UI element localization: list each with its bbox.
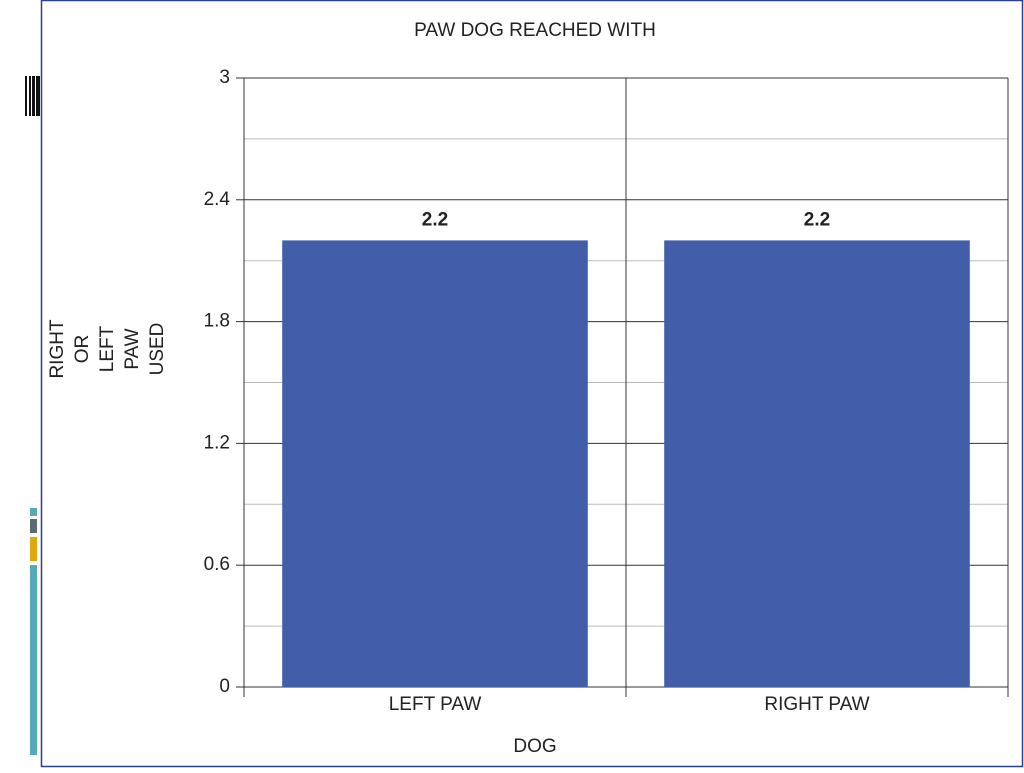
frame xyxy=(40,0,1024,768)
y-tick-label: 1.8 xyxy=(204,311,230,332)
side-decoration xyxy=(25,76,40,755)
chart-title: PAW DOG REACHED WITH xyxy=(414,20,656,41)
y-axis-label-line: RIGHT xyxy=(47,319,68,379)
x-axis-label: DOG xyxy=(513,736,556,757)
bar xyxy=(664,240,970,687)
y-axis-label: RIGHT OR LEFT PAW USED xyxy=(47,319,168,379)
y-tick-label: 3 xyxy=(219,67,230,88)
y-axis-label-line: LEFT xyxy=(97,325,118,372)
x-tick-label: LEFT PAW xyxy=(389,694,482,715)
y-axis-label-line: USED xyxy=(147,323,168,376)
y-tick-label: 2.4 xyxy=(204,189,231,210)
y-axis-label-line: PAW xyxy=(122,328,143,369)
y-axis-label-line: OR xyxy=(72,335,93,364)
y-tick-label: 1.2 xyxy=(204,432,230,453)
value-label: 2.2 xyxy=(422,209,448,230)
value-label: 2.2 xyxy=(804,209,830,230)
y-tick-label: 0 xyxy=(219,676,230,697)
bar xyxy=(282,240,588,687)
x-tick-label: RIGHT PAW xyxy=(764,694,869,715)
y-tick-label: 0.6 xyxy=(204,554,230,575)
